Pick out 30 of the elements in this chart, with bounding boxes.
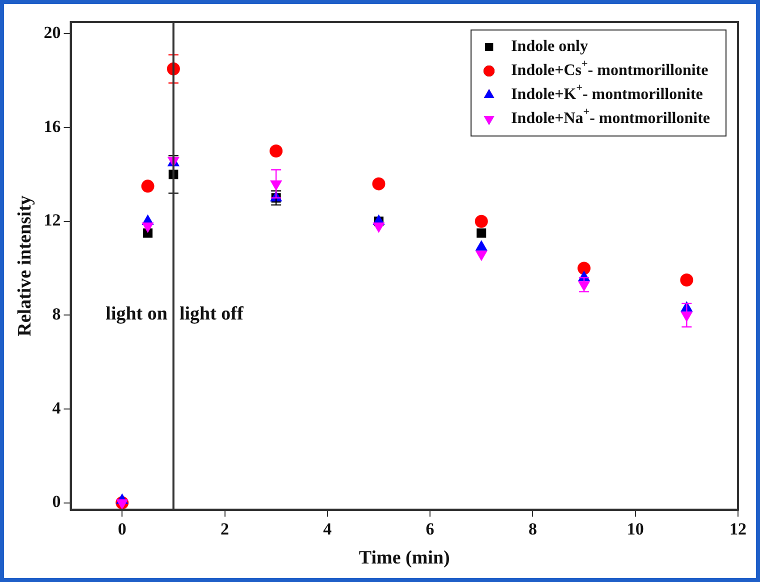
- x-tick-label: 2: [220, 519, 230, 538]
- legend-label: Indole+K+- montmorillonite: [511, 82, 703, 104]
- y-tick-label: 4: [52, 398, 62, 418]
- x-tick-label: 0: [118, 519, 126, 538]
- point: [474, 214, 488, 228]
- x-tick-label: 6: [426, 519, 434, 538]
- point: [270, 144, 283, 158]
- y-tick-label: 0: [52, 492, 61, 512]
- legend-label: Indole+Na+- montmorillonite: [511, 106, 710, 128]
- annotation: light on: [106, 304, 168, 325]
- point: [476, 228, 486, 238]
- x-tick-label: 8: [528, 519, 537, 538]
- y-tick-label: 8: [52, 304, 61, 324]
- annotation: light off: [179, 304, 244, 325]
- x-axis-title: Time (min): [358, 548, 450, 569]
- y-tick-label: 20: [44, 23, 61, 42]
- y-tick-label: 12: [44, 210, 61, 230]
- x-tick-label: 10: [626, 519, 644, 538]
- point: [578, 262, 591, 275]
- point: [141, 180, 154, 193]
- x-tick-label: 12: [730, 519, 746, 538]
- x-tick-label: 4: [323, 519, 332, 538]
- point: [476, 240, 488, 251]
- point: [680, 273, 694, 286]
- y-tick-label: 16: [44, 116, 61, 136]
- legend-label: Indole only: [511, 38, 588, 56]
- point: [116, 499, 128, 510]
- y-axis-title: Relative intensity: [14, 194, 36, 336]
- point: [372, 177, 386, 190]
- legend-label: Indole+Cs+- montmorillonite: [511, 58, 708, 80]
